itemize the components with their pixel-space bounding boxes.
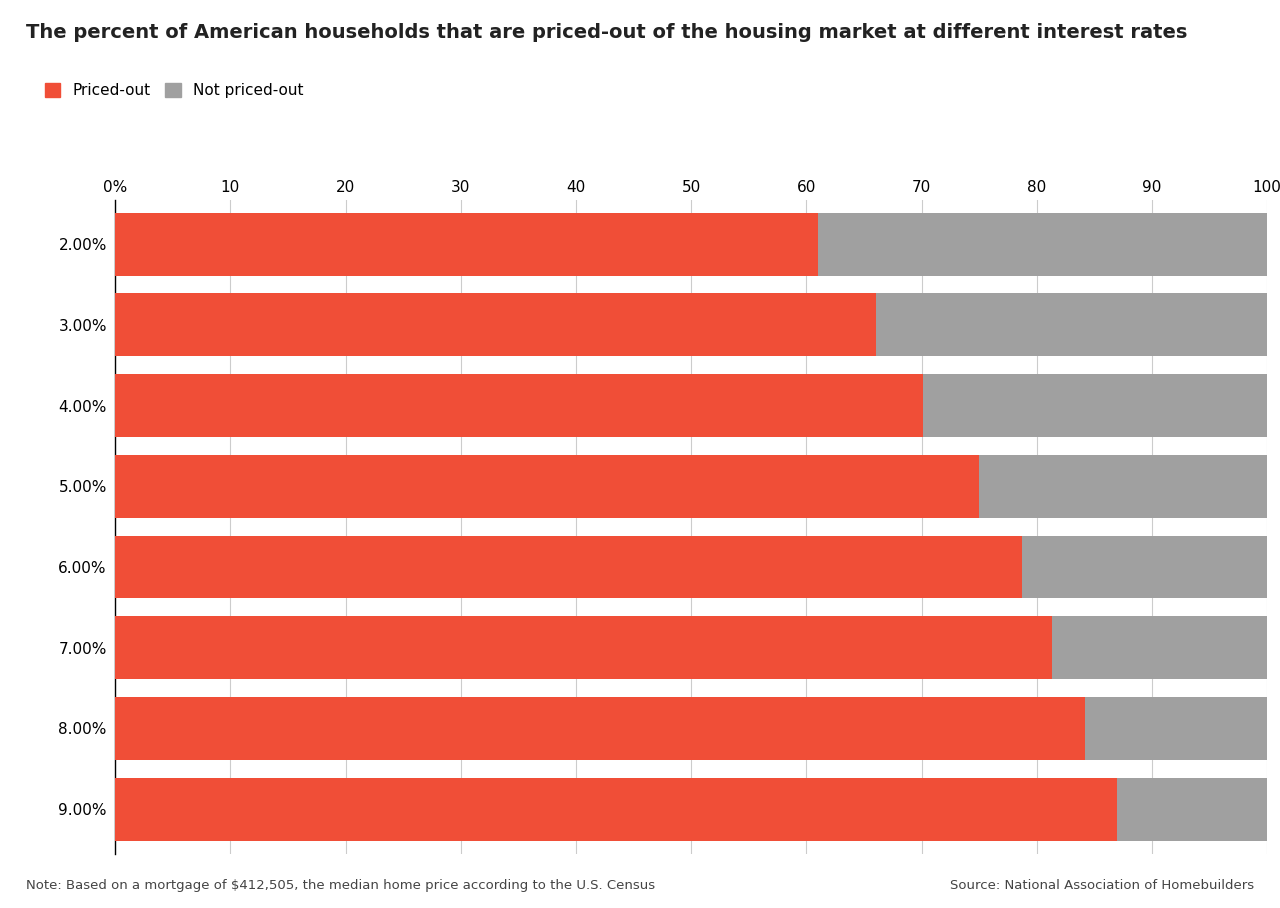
Bar — [115, 455, 979, 518]
Bar — [923, 374, 1267, 437]
Bar — [115, 697, 1085, 760]
Legend: Priced-out, Not priced-out: Priced-out, Not priced-out — [45, 84, 303, 98]
Bar — [115, 374, 923, 437]
Text: Source: National Association of Homebuilders: Source: National Association of Homebuil… — [950, 879, 1254, 892]
Bar — [1085, 697, 1267, 760]
Bar — [1052, 617, 1267, 679]
Bar — [115, 293, 876, 356]
Bar — [818, 212, 1267, 276]
Bar — [115, 536, 1021, 598]
Bar — [1117, 777, 1267, 841]
Bar — [979, 455, 1267, 518]
Bar — [1021, 536, 1267, 598]
Bar — [115, 777, 1117, 841]
Text: Note: Based on a mortgage of $412,505, the median home price according to the U.: Note: Based on a mortgage of $412,505, t… — [26, 879, 655, 892]
Text: The percent of American households that are priced-out of the housing market at : The percent of American households that … — [26, 23, 1187, 42]
Bar — [115, 617, 1052, 679]
Bar — [115, 212, 818, 276]
Bar — [876, 293, 1267, 356]
